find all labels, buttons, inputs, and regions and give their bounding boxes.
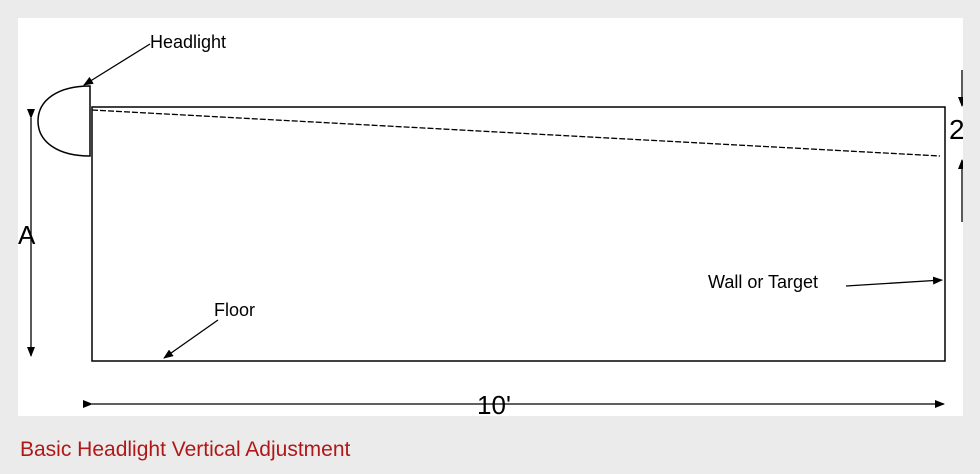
floor-wall-rectangle (91, 106, 946, 362)
wall-pointer-arrow (845, 276, 943, 287)
headlight-shape (37, 85, 91, 157)
floor-label: Floor (214, 300, 255, 320)
headlight-diagram: Headlight A Floor Wall or Target 2" 10' (18, 18, 963, 416)
floor-pointer-arrow (163, 319, 219, 359)
headlight-pointer-arrow (83, 43, 151, 86)
beam-line (91, 109, 941, 157)
drop-label: 2" (949, 114, 963, 145)
figure-caption: Basic Headlight Vertical Adjustment (20, 438, 351, 461)
wall-label: Wall or Target (708, 272, 818, 292)
diagram-canvas: Headlight A Floor Wall or Target 2" 10' (18, 32, 963, 416)
height-a-label: A (18, 220, 36, 250)
headlight-label: Headlight (150, 32, 226, 52)
distance-label: 10' (477, 390, 511, 416)
